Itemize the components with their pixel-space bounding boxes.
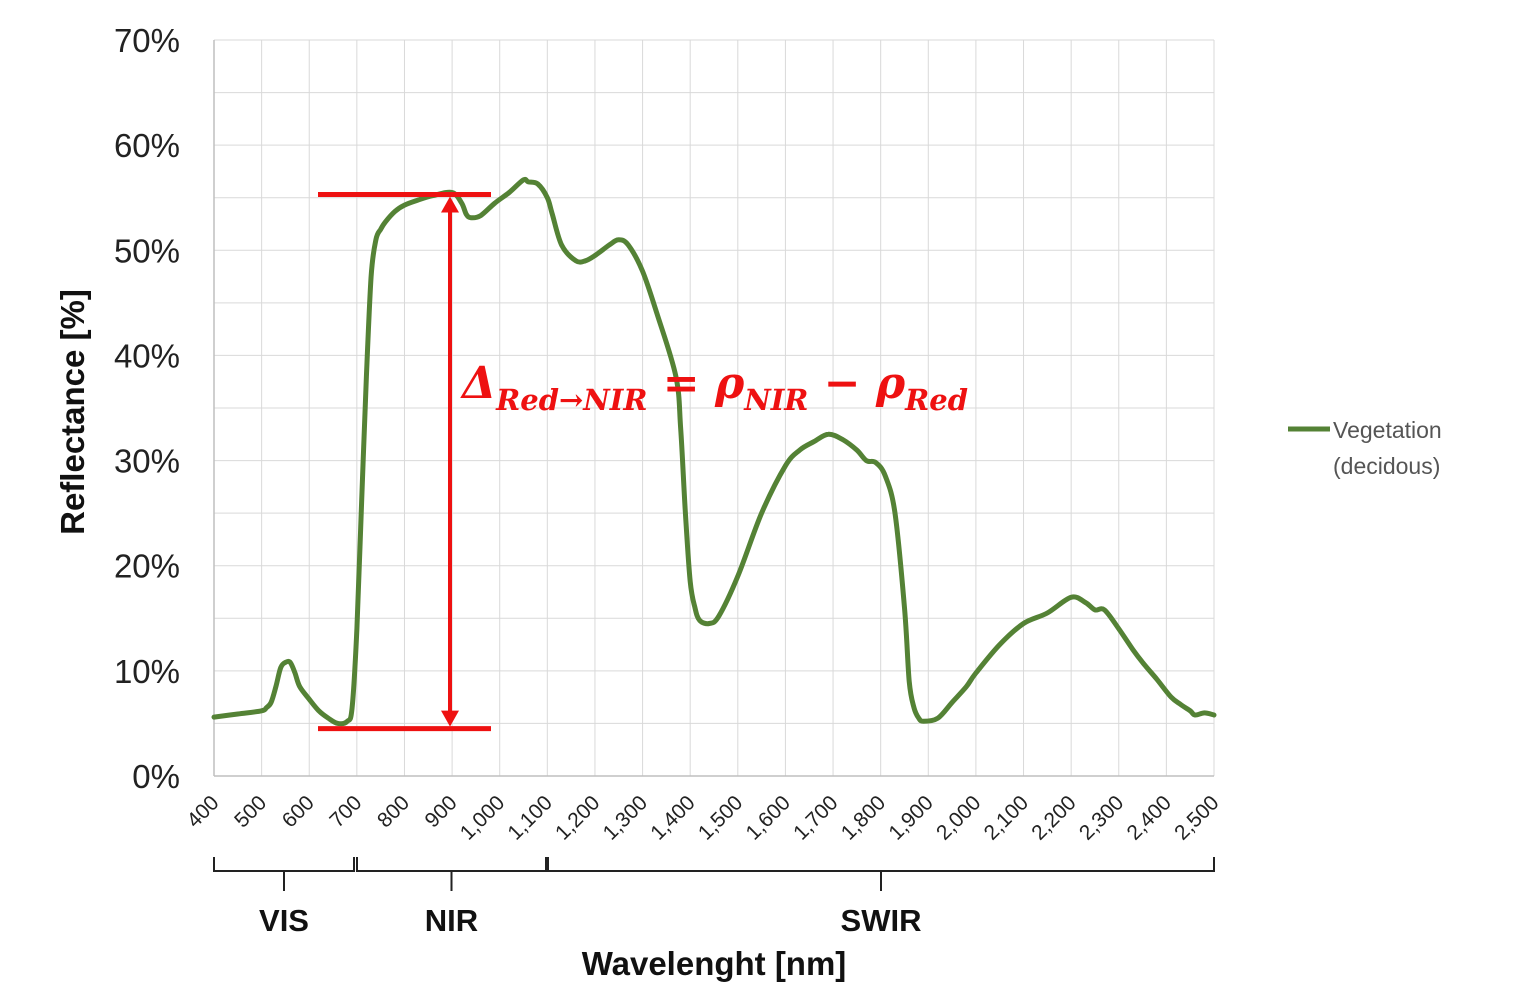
x-tick-label: 1,500 [694, 791, 747, 844]
region-label-swir: SWIR [841, 903, 922, 938]
x-tick-label: 2,000 [932, 791, 985, 844]
delta-arrow-head-top [441, 196, 459, 213]
x-tick-label: 800 [373, 791, 414, 832]
x-tick-label: 1,400 [646, 791, 699, 844]
gridlines [214, 39, 1215, 776]
formula-minus-rho: − ρ [808, 358, 906, 409]
x-tick-label: 700 [325, 791, 366, 832]
formula-annotation: ΔRed→NIR = ρNIR − ρRed [460, 358, 968, 417]
legend-label-line-1: Vegetation [1333, 417, 1442, 443]
region-label-nir: NIR [425, 903, 478, 938]
formula-equals-rho: = ρ [647, 358, 745, 409]
delta-arrow-head-bottom [441, 710, 459, 727]
axes [213, 40, 1214, 777]
x-tick-label: 400 [182, 791, 223, 832]
reflectance-annotation [318, 192, 491, 732]
x-tick-label: 1,700 [789, 791, 842, 844]
legend-label: Vegetation (decidous) [1333, 417, 1448, 479]
region-bracket-swir [547, 857, 1215, 872]
region-label-vis: VIS [259, 903, 309, 938]
x-tick-label: 900 [421, 791, 462, 832]
formula-delta-subscript: Red→NIR [495, 383, 647, 417]
x-tick-label: 2,500 [1170, 791, 1223, 844]
formula-nir-subscript: NIR [743, 383, 808, 417]
x-tick-label: 1,000 [456, 791, 509, 844]
x-tick-label: 600 [278, 791, 319, 832]
y-tick-label: 10% [114, 653, 180, 690]
x-tick-label: 1,300 [599, 791, 652, 844]
y-tick-label: 40% [114, 337, 180, 374]
series-lines [211, 176, 1217, 727]
formula-red-subscript: Red [904, 383, 968, 417]
y-tick-label: 20% [114, 548, 180, 585]
spectral-regions: VIS NIR SWIR [213, 857, 1215, 938]
y-tick-label: 50% [114, 232, 180, 269]
x-tick-label: 2,200 [1027, 791, 1080, 844]
x-tick-label: 500 [230, 791, 271, 832]
y-tick-labels: 0% 10% 20% 30% 40% 50% 60% 70% [114, 22, 180, 795]
x-tick-label: 1,900 [884, 791, 937, 844]
legend-label-line-2: (decidous) [1333, 453, 1440, 479]
y-axis-title: Reflectance [%] [54, 289, 91, 535]
x-tick-label: 1,100 [503, 791, 556, 844]
y-tick-label: 60% [114, 127, 180, 164]
x-tick-label: 2,400 [1122, 791, 1175, 844]
x-tick-labels: 400 500 600 700 800 9001,0001,1001,2001,3001,… [182, 791, 1223, 844]
vegetation-series-line [211, 176, 1217, 727]
legend: Vegetation (decidous) [1288, 417, 1448, 479]
y-tick-label: 30% [114, 443, 180, 480]
x-axis-title: Wavelenght [nm] [582, 945, 847, 982]
region-bracket-nir [356, 857, 547, 872]
x-tick-label: 2,100 [980, 791, 1033, 844]
y-tick-label: 70% [114, 22, 180, 59]
formula-delta: Δ [460, 358, 496, 409]
x-tick-label: 2,300 [1075, 791, 1128, 844]
y-tick-label: 0% [132, 758, 180, 795]
region-bracket-vis [213, 857, 355, 872]
x-tick-label: 1,600 [742, 791, 795, 844]
x-tick-label: 1,200 [551, 791, 604, 844]
x-tick-label: 1,800 [837, 791, 890, 844]
